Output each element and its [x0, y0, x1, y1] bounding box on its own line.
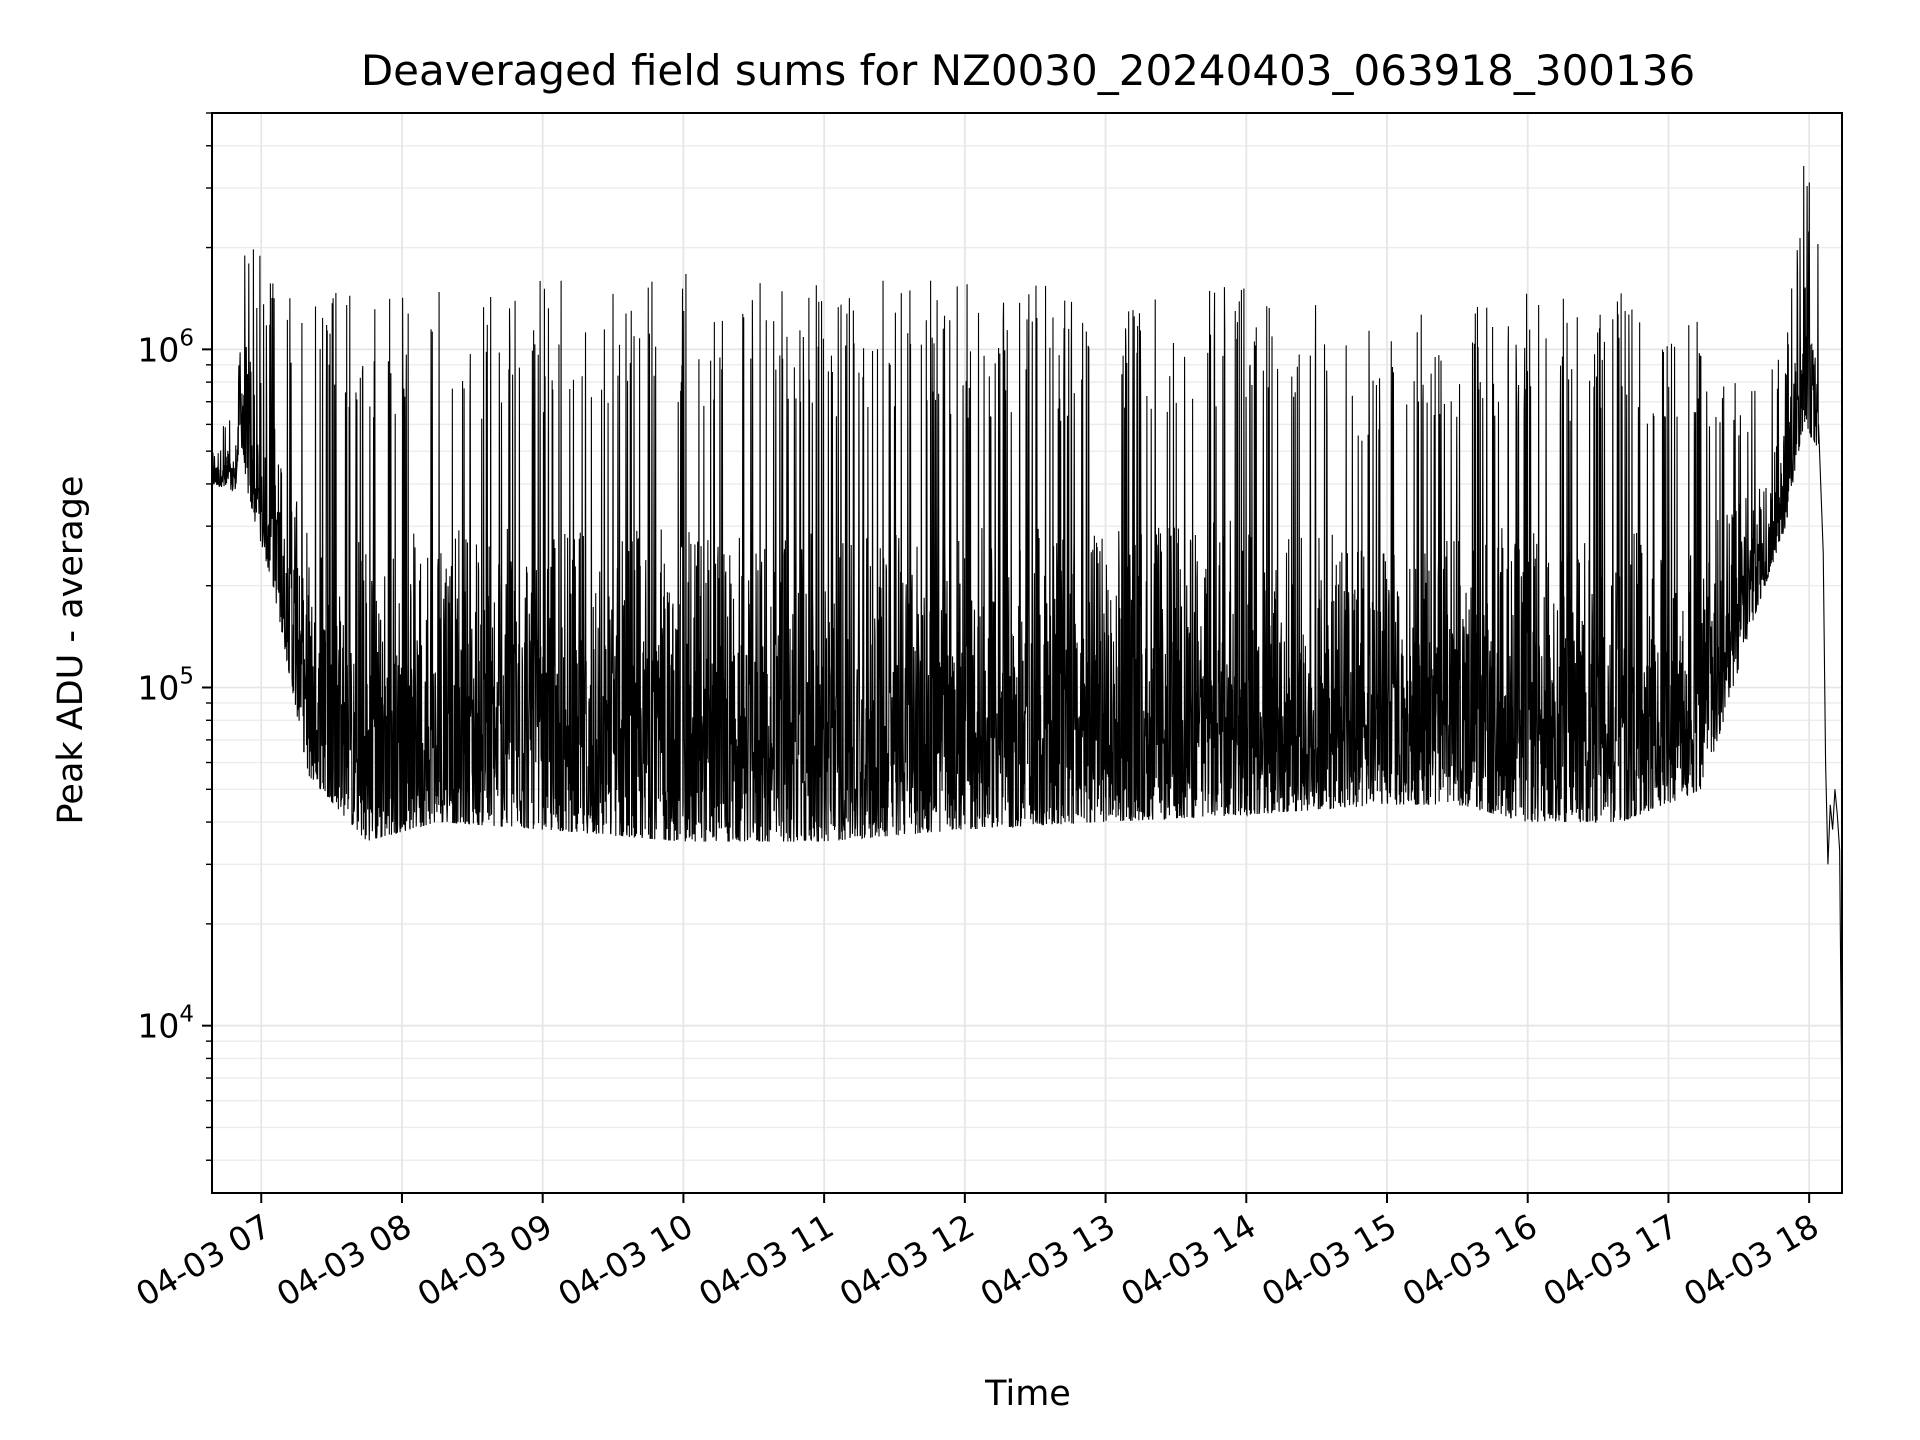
- x-tick-label: 04-03 18: [1677, 1206, 1825, 1314]
- x-tick-label: 04-03 17: [1536, 1206, 1684, 1314]
- y-tick-label: 104: [137, 1002, 194, 1046]
- x-tick-label: 04-03 08: [270, 1206, 418, 1314]
- axes-frame: [211, 112, 1843, 1194]
- x-tick-label: 04-03 16: [1396, 1206, 1544, 1314]
- x-tick-label: 04-03 10: [551, 1206, 699, 1314]
- x-tick-label: 04-03 13: [974, 1206, 1122, 1314]
- y-axis-label: Peak ADU - average: [51, 476, 91, 825]
- x-tick-label: 04-03 12: [833, 1206, 981, 1314]
- y-tick-label: 105: [137, 664, 194, 708]
- chart-title: Deaveraged field sums for NZ0030_2024040…: [361, 46, 1695, 95]
- x-axis-label: Time: [984, 1374, 1071, 1414]
- series-line: [212, 165, 1842, 1128]
- x-tick-label: 04-03 09: [411, 1206, 559, 1314]
- x-tick-label: 04-03 11: [692, 1206, 840, 1314]
- x-tick-label: 04-03 15: [1255, 1206, 1403, 1314]
- x-tick-label: 04-03 14: [1114, 1206, 1262, 1314]
- y-tick-label: 106: [137, 325, 194, 369]
- series-layer: [212, 165, 1842, 1128]
- x-tick-label: 04-03 07: [129, 1206, 277, 1314]
